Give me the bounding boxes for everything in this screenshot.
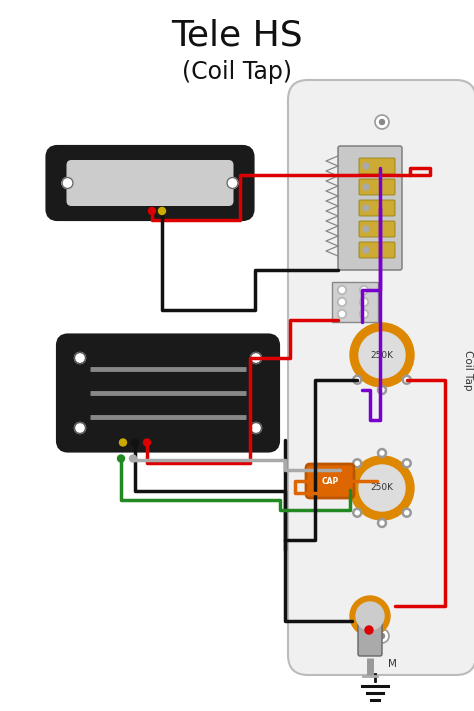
Circle shape [337,309,346,319]
Circle shape [363,184,369,190]
Circle shape [339,287,345,292]
Text: (Coil Tap): (Coil Tap) [182,60,292,84]
Circle shape [380,451,384,455]
Circle shape [375,629,389,643]
Circle shape [356,602,384,630]
FancyBboxPatch shape [359,221,395,237]
FancyBboxPatch shape [359,200,395,216]
Circle shape [129,455,137,462]
Circle shape [377,385,386,395]
Circle shape [250,353,262,363]
Circle shape [380,634,384,638]
Circle shape [363,226,369,232]
Circle shape [405,510,409,515]
Circle shape [337,286,346,294]
Circle shape [359,286,368,294]
FancyBboxPatch shape [359,179,395,195]
Circle shape [375,115,389,129]
Circle shape [359,309,368,319]
Circle shape [74,422,85,434]
Circle shape [402,459,411,468]
Circle shape [377,449,386,457]
Circle shape [250,422,262,434]
Circle shape [359,465,405,511]
Circle shape [353,375,362,384]
Circle shape [119,439,127,446]
Circle shape [380,388,384,392]
Circle shape [362,287,366,292]
FancyBboxPatch shape [338,146,402,270]
Text: CAP: CAP [321,476,338,486]
Circle shape [339,311,345,316]
Circle shape [337,297,346,306]
Circle shape [363,247,369,253]
Circle shape [339,299,345,304]
Circle shape [380,521,384,525]
Text: M: M [388,659,397,669]
FancyBboxPatch shape [359,242,395,258]
Text: Tele HS: Tele HS [171,18,303,52]
Circle shape [405,378,409,382]
Circle shape [363,163,369,169]
Circle shape [365,626,373,634]
Circle shape [362,299,366,304]
Circle shape [74,353,85,363]
Circle shape [148,208,155,215]
Circle shape [131,439,138,446]
Text: Coil Tap: Coil Tap [463,350,473,390]
Circle shape [402,375,411,384]
Circle shape [158,208,165,215]
Text: 250K: 250K [371,351,393,360]
Circle shape [363,205,369,211]
Text: 250K: 250K [371,483,393,493]
Circle shape [402,508,411,517]
Circle shape [350,323,414,387]
Circle shape [359,297,368,306]
FancyBboxPatch shape [358,618,382,656]
Circle shape [359,332,405,378]
Circle shape [118,455,125,462]
Circle shape [355,510,359,515]
Circle shape [355,378,359,382]
Circle shape [353,459,362,468]
FancyBboxPatch shape [58,336,278,451]
FancyBboxPatch shape [66,160,234,206]
Circle shape [350,596,390,636]
Circle shape [405,461,409,465]
Circle shape [350,456,414,520]
Circle shape [377,518,386,528]
FancyBboxPatch shape [47,147,253,219]
Circle shape [355,461,359,465]
FancyBboxPatch shape [306,464,354,498]
Circle shape [62,178,73,188]
Circle shape [380,119,384,124]
Circle shape [227,178,238,188]
FancyBboxPatch shape [288,80,474,675]
Circle shape [362,311,366,316]
Circle shape [353,508,362,517]
FancyBboxPatch shape [359,158,395,174]
FancyBboxPatch shape [332,282,378,322]
Circle shape [144,439,151,446]
